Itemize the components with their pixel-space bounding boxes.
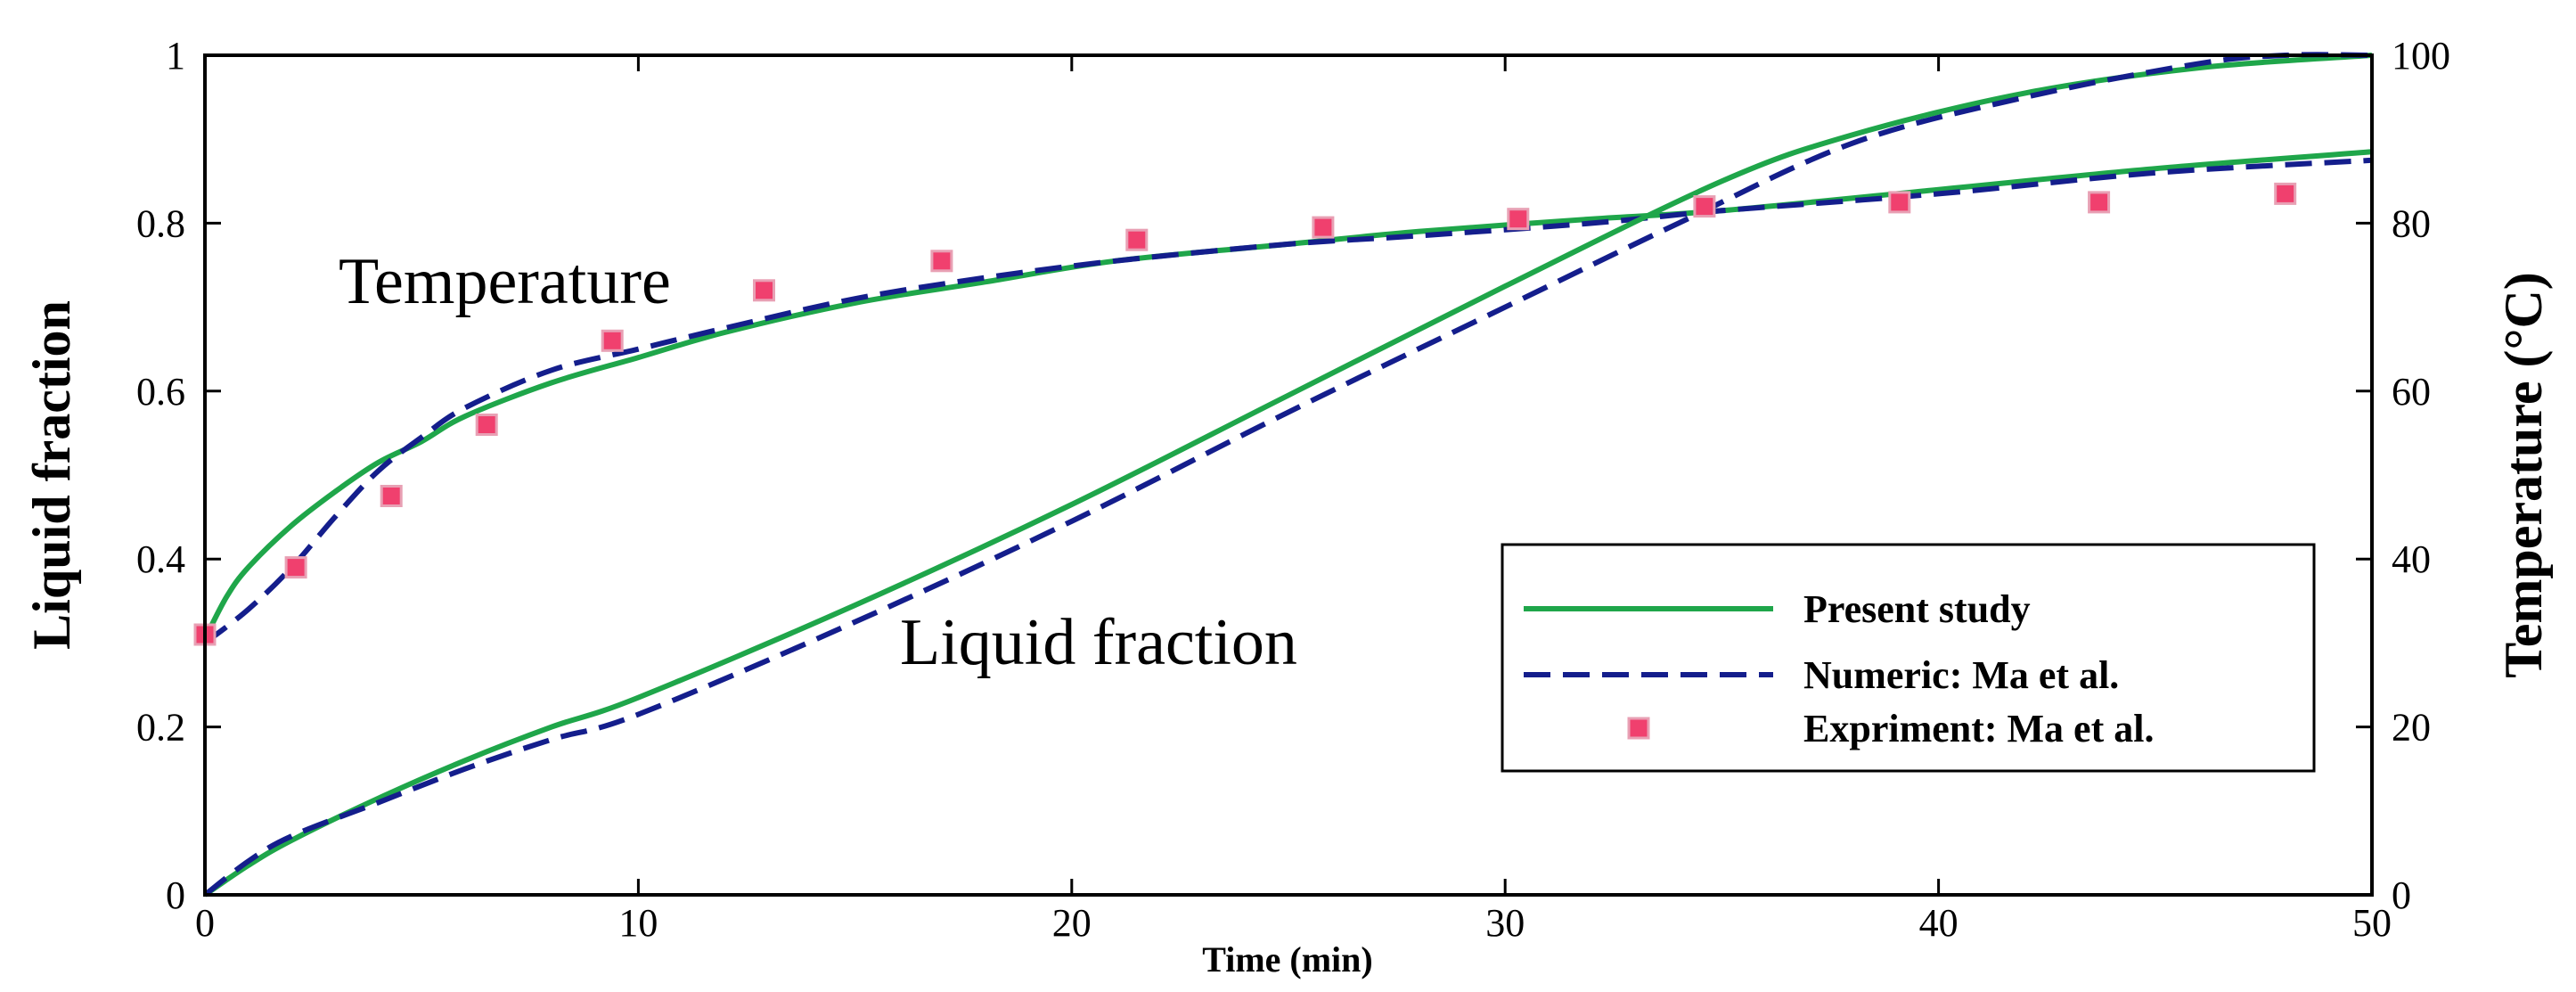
y-axis-title: Liquid fraction	[22, 300, 81, 650]
experiment-marker	[753, 279, 775, 302]
y-tick-label: 0.6	[136, 370, 185, 414]
legend-swatch-experiment	[1627, 717, 1650, 740]
experiment-marker	[284, 556, 307, 579]
y2-tick-label: 80	[2392, 201, 2431, 245]
y-tick-label: 0	[166, 873, 185, 917]
experiment-marker	[930, 250, 953, 273]
x-tick-label: 20	[1052, 901, 1092, 945]
series-line-numeric-ma-et-al-liquid-fraction	[203, 52, 2373, 898]
y2-tick-label: 0	[2392, 873, 2411, 917]
experiment-marker	[475, 414, 498, 436]
experiment-marker	[2274, 182, 2297, 205]
experiment-marker	[1507, 208, 1530, 231]
experiment-marker	[1312, 216, 1335, 239]
experiment-marker	[380, 485, 403, 507]
legend-label-experiment: Expriment: Ma et al.	[1803, 707, 2154, 750]
experiment-marker	[2088, 191, 2111, 214]
series-line-present-study-liquid-fraction	[203, 53, 2373, 898]
y-tick-label: 0.4	[136, 537, 185, 581]
experiment-marker	[1125, 228, 1149, 251]
y-tick-label: 0.8	[136, 201, 185, 245]
plot-frame	[203, 53, 2374, 897]
y-tick-label: 1	[166, 34, 185, 78]
y-tick-label: 0.2	[136, 706, 185, 750]
series-line-numeric-ma-et-al-temperature	[203, 157, 2373, 645]
legend-label-present: Present study	[1803, 587, 2031, 631]
x-tick-label: 30	[1485, 901, 1525, 945]
y2-axis-title: Temperature (°C)	[2494, 272, 2553, 678]
x-tick-label: 10	[618, 901, 658, 945]
experiment-marker	[1693, 195, 1716, 218]
x-tick-label: 50	[2352, 901, 2392, 945]
y2-tick-label: 100	[2392, 34, 2450, 78]
experiment-marker	[1888, 191, 1911, 214]
x-tick-label: 0	[195, 901, 215, 945]
liquid-fraction-annotation: Liquid fraction	[900, 606, 1297, 679]
y2-tick-label: 60	[2392, 370, 2431, 414]
legend: Present study Numeric: Ma et al. Exprime…	[1501, 543, 2316, 773]
y2-tick-label: 20	[2392, 706, 2431, 750]
experiment-marker	[601, 329, 624, 352]
y2-tick-label: 40	[2392, 537, 2431, 581]
x-tick-label: 40	[1919, 901, 1959, 945]
temperature-annotation: Temperature	[339, 245, 671, 318]
x-axis-title: Time (min)	[1202, 939, 1372, 980]
legend-label-numeric: Numeric: Ma et al.	[1803, 653, 2119, 697]
